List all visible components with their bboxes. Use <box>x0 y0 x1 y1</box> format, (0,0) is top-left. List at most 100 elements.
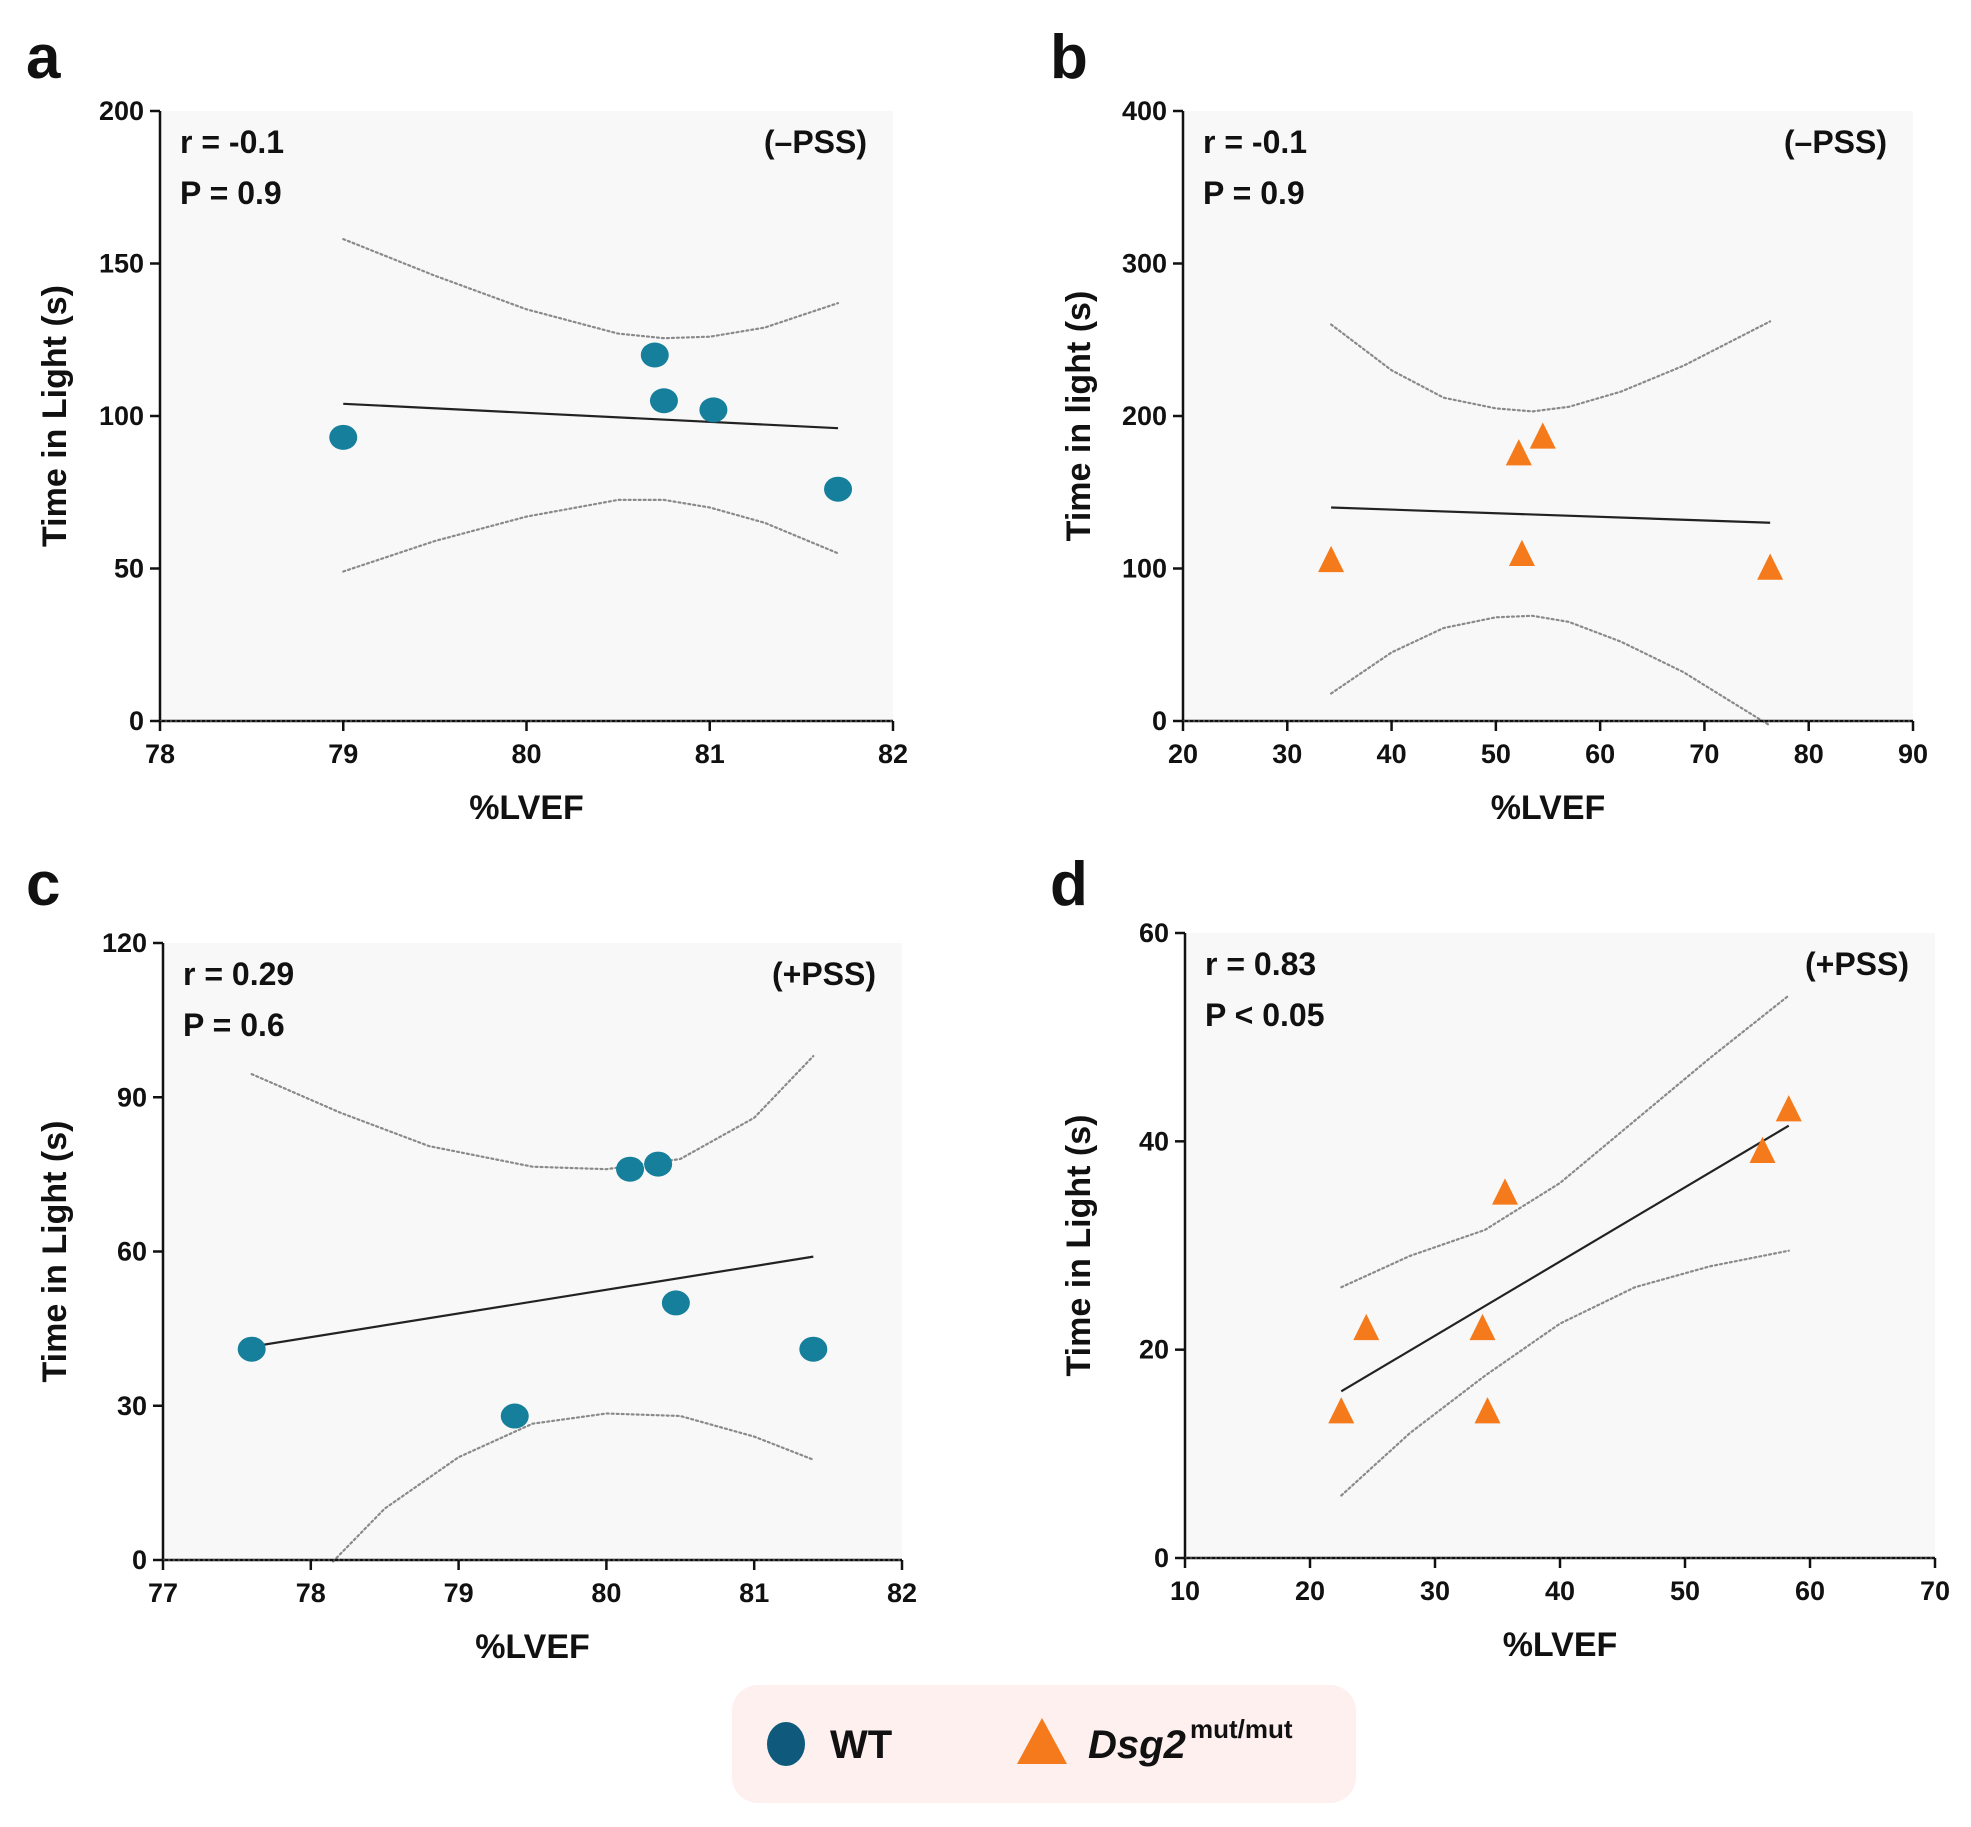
stat-p-c: P = 0.6 <box>183 1007 285 1043</box>
data-point-c-1 <box>237 1336 266 1362</box>
condition-label-b: (–PSS) <box>1784 124 1887 160</box>
ci-lower-curve-a <box>342 498 840 573</box>
x-tick-label-b-40: 40 <box>1377 739 1407 769</box>
ci-lower-curve-b <box>1329 614 1772 727</box>
x-tick-label-b-70: 70 <box>1689 739 1719 769</box>
y-tick-label-a-150: 150 <box>99 249 144 279</box>
y-tick-label-d-0: 0 <box>1154 1543 1169 1573</box>
x-tick-label-c-81: 81 <box>739 1578 769 1608</box>
y-tick-label-d-40: 40 <box>1139 1126 1169 1156</box>
regression-line-a <box>343 402 839 430</box>
condition-label-c: (+PSS) <box>772 956 876 992</box>
x-tick-label-a-81: 81 <box>695 739 725 769</box>
x-tick-label-c-80: 80 <box>591 1578 621 1608</box>
data-point-c-3 <box>616 1156 645 1182</box>
data-point-a-3 <box>649 388 678 414</box>
y-tick-label-b-200: 200 <box>1122 401 1167 431</box>
x-tick-label-d-60: 60 <box>1795 1576 1825 1606</box>
data-point-a-5 <box>824 476 853 502</box>
regression-line-b <box>1331 506 1771 524</box>
data-point-d-5 <box>1492 1178 1518 1205</box>
ci-upper-curve-c <box>250 1054 815 1171</box>
legend-wt-label: WT <box>830 1723 892 1767</box>
panel-b: b 0 100 200 300 400 20 30 40 50 60 70 80 90 %LVEF Ti… <box>1050 23 1928 827</box>
legend: WT Dsg2 mut/mut <box>732 1685 1356 1803</box>
data-point-c-2 <box>500 1403 529 1429</box>
x-tick-label-b-80: 80 <box>1794 739 1824 769</box>
y-tick-label-c-0: 0 <box>132 1545 147 1575</box>
legend-mutant-label: Dsg2 <box>1088 1723 1186 1767</box>
data-point-a-4 <box>699 397 728 423</box>
legend-wt-marker <box>767 1722 805 1766</box>
x-tick-label-d-30: 30 <box>1420 1576 1450 1606</box>
condition-label-a: (–PSS) <box>764 124 867 160</box>
x-tick-label-b-50: 50 <box>1481 739 1511 769</box>
y-tick-label-c-60: 60 <box>117 1237 147 1267</box>
data-point-c-5 <box>661 1290 690 1316</box>
x-tick-label-c-78: 78 <box>296 1578 326 1608</box>
y-axis-title-b: Time in light (s) <box>1060 291 1098 542</box>
data-point-d-1 <box>1328 1397 1355 1424</box>
y-axis-title-a: Time in Light (s) <box>36 285 74 547</box>
data-point-d-4 <box>1474 1397 1501 1424</box>
stat-p-d: P < 0.05 <box>1205 997 1325 1033</box>
data-point-b-3 <box>1529 422 1556 449</box>
x-tick-label-c-79: 79 <box>444 1578 474 1608</box>
condition-label-d: (+PSS) <box>1805 946 1909 982</box>
data-point-c-6 <box>799 1336 828 1362</box>
panel-a: a 0 50 100 150 200 78 79 80 81 82 %LVEF Time in L… <box>26 23 908 827</box>
stat-r-b: r = -0.1 <box>1203 124 1307 160</box>
y-axis-title-c: Time in Light (s) <box>36 1121 74 1383</box>
x-tick-label-d-20: 20 <box>1295 1576 1325 1606</box>
panel-letter-d: d <box>1050 850 1088 919</box>
x-axis-title-b: %LVEF <box>1491 789 1606 827</box>
y-tick-label-a-200: 200 <box>99 96 144 126</box>
x-axis-title-a: %LVEF <box>469 789 584 827</box>
panel-letter-a: a <box>26 23 61 92</box>
y-tick-label-a-100: 100 <box>99 401 144 431</box>
y-tick-label-d-20: 20 <box>1139 1335 1169 1365</box>
stat-p-a: P = 0.9 <box>180 175 282 211</box>
data-point-d-3 <box>1469 1313 1496 1341</box>
data-point-b-2 <box>1505 439 1532 466</box>
panel-c: c 0 30 60 90 120 77 78 79 80 81 82 %LVEF Time in L… <box>26 850 917 1666</box>
y-tick-label-b-400: 400 <box>1122 96 1167 126</box>
x-tick-label-b-20: 20 <box>1168 739 1198 769</box>
ci-upper-curve-b <box>1329 320 1772 413</box>
x-axis-title-c: %LVEF <box>475 1628 590 1666</box>
x-tick-label-d-50: 50 <box>1670 1576 1700 1606</box>
x-tick-label-a-79: 79 <box>328 739 358 769</box>
x-tick-label-b-60: 60 <box>1585 739 1615 769</box>
x-tick-label-a-80: 80 <box>511 739 541 769</box>
x-tick-label-d-70: 70 <box>1920 1576 1950 1606</box>
x-axis-title-d: %LVEF <box>1503 1626 1618 1664</box>
y-tick-label-a-0: 0 <box>129 706 144 736</box>
y-tick-label-b-0: 0 <box>1152 706 1167 736</box>
y-axis-title-d: Time in Light (s) <box>1060 1115 1098 1377</box>
data-point-b-4 <box>1508 539 1535 567</box>
y-tick-label-c-120: 120 <box>102 928 147 958</box>
data-point-b-1 <box>1318 545 1345 573</box>
y-tick-label-a-50: 50 <box>114 554 144 584</box>
x-tick-label-c-82: 82 <box>887 1578 917 1608</box>
data-point-b-5 <box>1757 553 1784 580</box>
stat-r-c: r = 0.29 <box>183 956 294 992</box>
data-point-a-2 <box>640 342 669 368</box>
data-point-a-1 <box>329 424 358 450</box>
x-tick-label-b-30: 30 <box>1272 739 1302 769</box>
y-tick-label-c-30: 30 <box>117 1391 147 1421</box>
data-point-d-7 <box>1775 1095 1802 1122</box>
y-tick-label-d-60: 60 <box>1139 918 1169 948</box>
x-tick-label-b-90: 90 <box>1898 739 1928 769</box>
panel-letter-c: c <box>26 850 60 919</box>
stat-r-d: r = 0.83 <box>1205 946 1316 982</box>
data-point-d-6 <box>1749 1136 1776 1163</box>
data-point-d-2 <box>1353 1313 1380 1341</box>
stat-r-a: r = -0.1 <box>180 124 284 160</box>
y-tick-label-b-100: 100 <box>1122 554 1167 584</box>
x-tick-label-d-10: 10 <box>1170 1576 1200 1606</box>
y-tick-label-c-90: 90 <box>117 1082 147 1112</box>
legend-mutant-marker <box>1017 1718 1067 1764</box>
ci-upper-curve-d <box>1340 994 1790 1289</box>
